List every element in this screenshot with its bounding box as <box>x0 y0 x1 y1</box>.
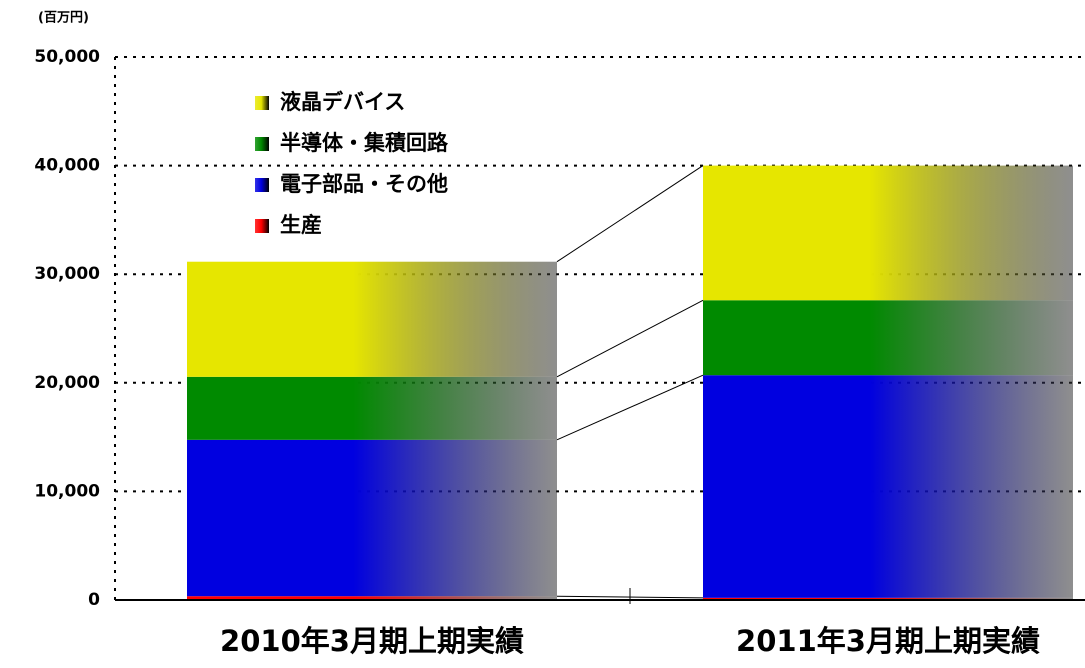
y-tick-label: 50,000 <box>34 47 100 67</box>
bar-segment <box>187 439 557 597</box>
bar-segment <box>187 261 557 377</box>
bar-segment <box>703 165 1073 301</box>
y-tick-label: 30,000 <box>34 264 100 284</box>
legend-swatch <box>255 137 269 151</box>
legend-label: 半導体・集積回路 <box>280 131 449 155</box>
y-tick-label: 20,000 <box>34 373 100 393</box>
legend-swatch <box>255 96 269 110</box>
y-tick-label: 10,000 <box>34 481 100 501</box>
bar-segment <box>187 596 557 600</box>
y-tick-label: 0 <box>88 590 100 610</box>
legend-swatch <box>255 178 269 192</box>
legend-swatch <box>255 219 269 233</box>
x-tick-label: 2011年3月期上期実績 <box>736 624 1040 658</box>
y-tick-label: 40,000 <box>34 156 100 176</box>
x-tick-label: 2010年3月期上期実績 <box>220 624 524 658</box>
bar-segment <box>703 300 1073 376</box>
legend-label: 液晶デバイス <box>280 90 405 114</box>
legend-label: 電子部品・その他 <box>280 172 448 196</box>
connector-line <box>556 374 704 441</box>
y-unit-label: (百万円) <box>38 11 89 26</box>
connector-line <box>556 299 704 378</box>
connector-line <box>556 165 704 263</box>
bar-segment <box>703 375 1073 598</box>
bar-segment <box>703 597 1073 600</box>
bar-segment <box>187 376 557 440</box>
legend-label: 生産 <box>280 213 322 237</box>
